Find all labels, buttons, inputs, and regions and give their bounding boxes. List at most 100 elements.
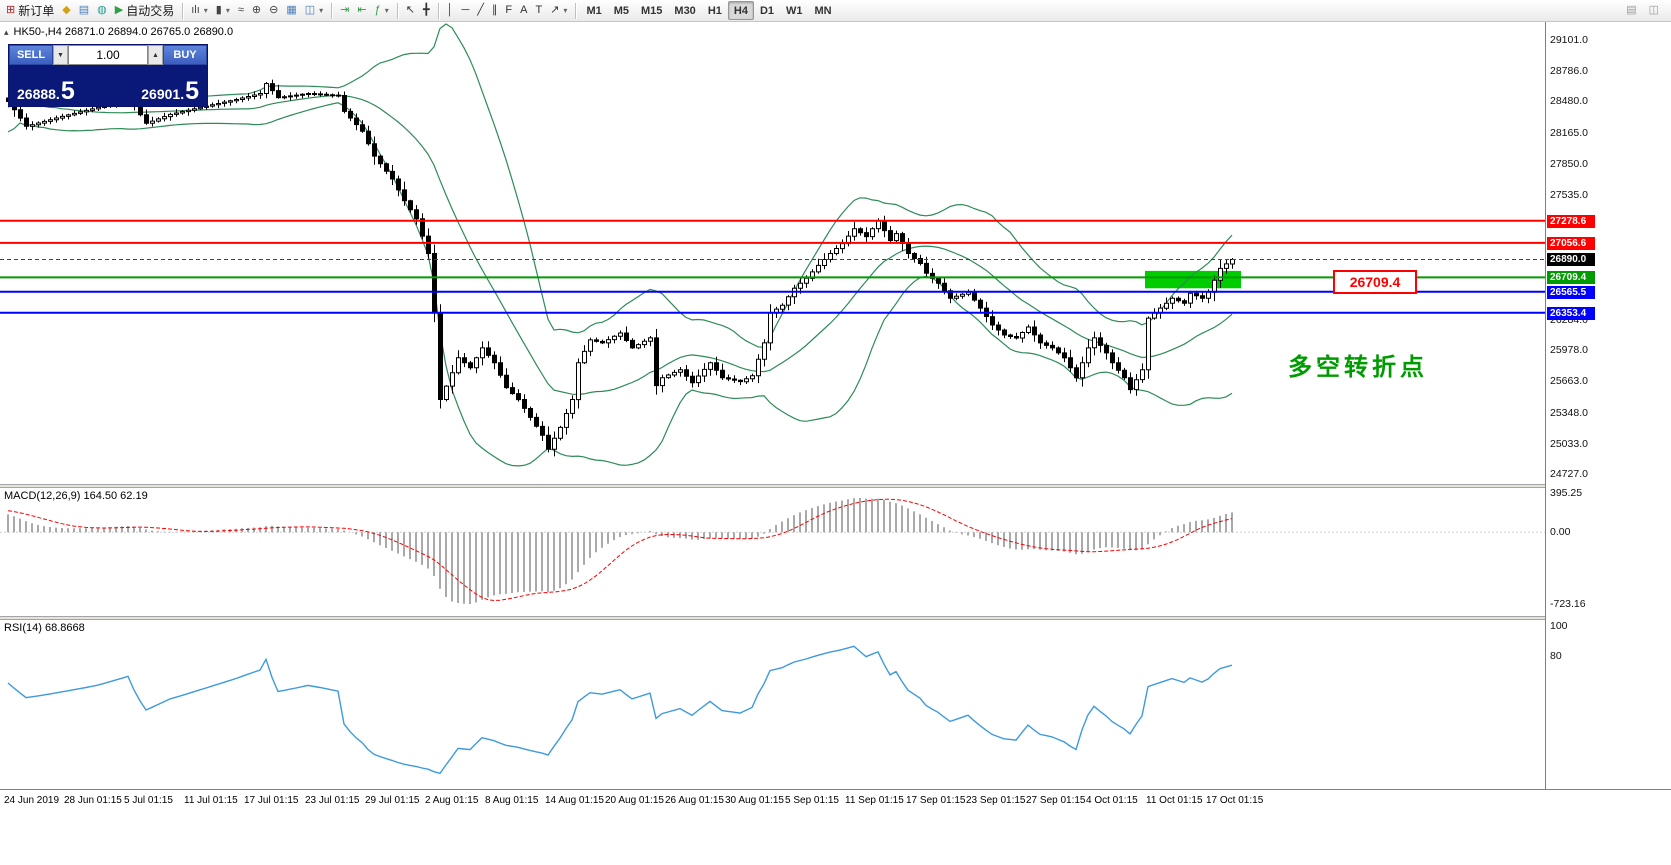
volume-increase-button[interactable]: ▲ bbox=[148, 45, 163, 65]
zoom-in-icon: ⊕ bbox=[251, 4, 262, 16]
toolbar-separator bbox=[396, 2, 398, 19]
price-label-annotation[interactable]: 26709.4 bbox=[1333, 270, 1417, 294]
rsi-chart[interactable] bbox=[0, 620, 1545, 786]
price-axis-label: 25348.0 bbox=[1550, 407, 1588, 419]
time-axis[interactable]: 24 Jun 2019 28 Jun 01:15 5 Jul 01:15 11 Jul… bbox=[0, 789, 1671, 816]
volume-decrease-button[interactable]: ▼ bbox=[53, 45, 68, 65]
turning-point-note[interactable]: 多空转折点 bbox=[1288, 354, 1428, 381]
cursor-icon: ↖ bbox=[405, 4, 415, 16]
timeframe-h1-button[interactable]: H1 bbox=[702, 1, 728, 20]
price-axis-label: 28165.0 bbox=[1550, 127, 1588, 139]
timeframe-w1-button[interactable]: W1 bbox=[780, 1, 809, 20]
chart-shift-icon: ⇤ bbox=[357, 4, 367, 16]
rsi-line bbox=[7, 645, 1233, 775]
time-axis-label: 11 Jul 01:15 bbox=[184, 795, 238, 806]
fibonacci-button[interactable]: F bbox=[501, 1, 516, 20]
price-level-badge: 26353.4 bbox=[1547, 307, 1595, 320]
timeframe-d1-button[interactable]: D1 bbox=[754, 1, 780, 20]
toolbar-extra-button-2[interactable]: ◫ bbox=[1645, 1, 1663, 20]
sell-price-big-digit: 5 bbox=[60, 76, 75, 105]
time-axis-label: 2 Aug 01:15 bbox=[425, 795, 479, 806]
candlestick-chart[interactable] bbox=[0, 22, 1545, 484]
crosshair-icon: ╋ bbox=[422, 4, 430, 16]
charts-button[interactable]: ▤ bbox=[75, 1, 93, 20]
price-level-badge: 26709.4 bbox=[1547, 271, 1595, 284]
macd-axis-label: -723.16 bbox=[1550, 598, 1586, 610]
sell-price-small-digits: 26888. bbox=[17, 85, 60, 102]
time-axis-label: 26 Aug 01:15 bbox=[665, 795, 724, 806]
bollinger-middle-band bbox=[7, 94, 1233, 396]
bollinger-lower-band bbox=[7, 102, 1233, 467]
volume-up-icon: ▲ bbox=[152, 51, 159, 59]
rsi-axis-label: 100 bbox=[1550, 620, 1568, 632]
one-click-trading-panel: SELL ▼ ▲ BUY 26888. 5 26901. 5 bbox=[8, 44, 208, 107]
chart-shift-button[interactable]: ⇤ bbox=[353, 1, 370, 20]
new-chart-button[interactable]: ◫ ▾ bbox=[301, 1, 327, 20]
zoom-out-button[interactable]: ⊖ bbox=[265, 1, 282, 20]
crosshair-button[interactable]: ╋ bbox=[419, 1, 434, 20]
time-axis-label: 20 Aug 01:15 bbox=[605, 795, 664, 806]
volume-input[interactable] bbox=[68, 45, 148, 65]
price-level-badge: 27278.6 bbox=[1547, 215, 1595, 228]
toolbar-separator bbox=[575, 2, 577, 19]
new-order-icon: ⊞ bbox=[6, 4, 16, 16]
timeframe-m1-button[interactable]: M1 bbox=[580, 1, 607, 20]
toolbar-right-icons: ▤ ◫ bbox=[1622, 1, 1669, 20]
panel-collapse-icon[interactable]: ▴ bbox=[4, 26, 9, 37]
vertical-line-icon: │ bbox=[446, 4, 454, 16]
market-watch-button[interactable]: ◆ bbox=[58, 1, 74, 20]
tile-windows-button[interactable]: ▦ bbox=[282, 1, 300, 20]
time-axis-label: 30 Aug 01:15 bbox=[725, 795, 784, 806]
macd-indicator-label: MACD(12,26,9) 164.50 62.19 bbox=[4, 490, 148, 502]
macd-histogram bbox=[7, 498, 1233, 604]
timeframe-h4-button[interactable]: H4 bbox=[727, 1, 754, 20]
candlestick-chart-button[interactable]: ▮ ▾ bbox=[212, 1, 234, 20]
line-chart-button[interactable]: ≈ bbox=[234, 1, 248, 20]
text-button[interactable]: A bbox=[516, 1, 531, 20]
volume-down-icon: ▼ bbox=[57, 51, 64, 59]
sell-button[interactable]: SELL bbox=[9, 45, 53, 65]
macd-chart[interactable] bbox=[0, 488, 1545, 616]
indicators-button[interactable]: ƒ ▾ bbox=[371, 1, 393, 20]
line-chart-icon: ≈ bbox=[237, 4, 244, 16]
vertical-line-button[interactable]: │ bbox=[443, 1, 458, 20]
time-axis-label: 14 Aug 01:15 bbox=[545, 795, 604, 806]
time-axis-label: 17 Oct 01:15 bbox=[1206, 795, 1264, 806]
channel-button[interactable]: ∥ bbox=[488, 1, 502, 20]
text-label-button[interactable]: T bbox=[531, 1, 546, 20]
time-axis-label: 23 Jul 01:15 bbox=[305, 795, 360, 806]
cursor-button[interactable]: ↖ bbox=[402, 1, 419, 20]
alerts-button[interactable]: ◍ bbox=[93, 1, 111, 20]
bull-candles bbox=[30, 83, 1235, 450]
price-axis-label: 27850.0 bbox=[1550, 158, 1588, 170]
buy-button[interactable]: BUY bbox=[163, 45, 207, 65]
buy-price-big-digit: 5 bbox=[185, 76, 199, 105]
timeframe-mn-button[interactable]: MN bbox=[809, 1, 838, 20]
timeframe-m30-button[interactable]: M30 bbox=[668, 1, 701, 20]
auto-scroll-button[interactable]: ⇥ bbox=[336, 1, 353, 20]
new-order-button[interactable]: ⊞ 新订单 bbox=[2, 1, 58, 20]
trendline-button[interactable]: ╱ bbox=[473, 1, 488, 20]
autotrading-button-label: 自动交易 bbox=[126, 4, 175, 18]
pane-splitter[interactable] bbox=[0, 616, 1671, 620]
timeframe-m5-button[interactable]: M5 bbox=[608, 1, 635, 20]
zoom-in-button[interactable]: ⊕ bbox=[248, 1, 265, 20]
time-axis-label: 17 Jul 01:15 bbox=[244, 795, 299, 806]
price-axis[interactable]: 395.25 0.00 -723.16 100 80 29101.0 28786.… bbox=[1545, 22, 1671, 789]
pane-splitter[interactable] bbox=[0, 484, 1671, 488]
new-order-button-label: 新订单 bbox=[18, 4, 55, 18]
timeframe-m15-button[interactable]: M15 bbox=[635, 1, 668, 20]
arrows-button[interactable]: ↗ ▾ bbox=[546, 1, 571, 20]
horizontal-line-button[interactable]: ─ bbox=[457, 1, 473, 20]
autotrading-button[interactable]: ▶ 自动交易 bbox=[111, 1, 178, 20]
bar-chart-button[interactable]: ılı ▾ bbox=[187, 1, 212, 20]
price-axis-label: 28480.0 bbox=[1550, 95, 1588, 107]
time-axis-label: 29 Jul 01:15 bbox=[365, 795, 420, 806]
time-axis-label: 8 Aug 01:15 bbox=[485, 795, 539, 806]
toolbar-extra-button-1[interactable]: ▤ bbox=[1622, 1, 1640, 20]
candlestick-chart-button-dropdown-icon: ▾ bbox=[225, 6, 230, 15]
current-price-badge: 26890.0 bbox=[1547, 253, 1595, 266]
zoom-out-icon: ⊖ bbox=[269, 4, 279, 16]
bollinger-upper-band bbox=[7, 23, 1233, 348]
rsi-indicator-label: RSI(14) 68.8668 bbox=[4, 622, 85, 634]
